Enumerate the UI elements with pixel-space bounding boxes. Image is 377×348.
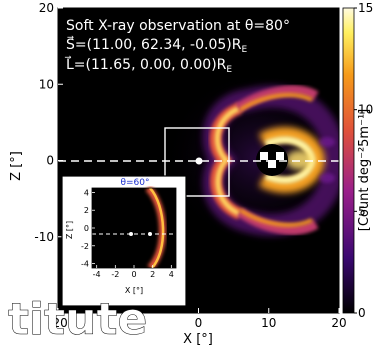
inset-x-ticks: -4 -2 0 2 4 [93,265,174,279]
colorbar-tick-label: 5 [358,204,366,218]
inset-y-ticks: 4 2 0 -2 -4 [81,188,95,269]
colorbar-tick-label: 10 [358,103,373,117]
inset-y-tick-label: 2 [84,206,89,215]
colorbar-tick-label: 0 [358,306,366,320]
heatmap-intensity [58,68,339,248]
inset-x-label: X [°] [125,286,143,295]
watermark-text: titute [8,294,147,345]
annotation-l-subscript: E [226,65,232,75]
lower-flank [237,207,319,235]
x-axis-ticks: -20 0 10 20 [48,308,347,330]
colorbar-tick-label: 15 [358,1,373,15]
y-axis-ticks: 20 10 0 -10 [34,1,63,244]
inset-y-tick-label: 4 [84,188,89,197]
x-tick-label: 10 [261,316,276,330]
x-tick-label: 20 [331,316,346,330]
y-tick-label: -10 [34,230,54,244]
inset-y-tick-label: -2 [81,242,89,251]
inset-y-tick-label: 0 [84,224,89,233]
x-axis-label: X [°] [183,332,213,347]
inset-marker-center [129,232,133,236]
inset-x-tick-label: -4 [93,270,101,279]
observation-box [164,127,230,197]
inset-x-tick-label: 0 [131,270,136,279]
y-tick-label: 0 [46,154,54,168]
colorbar-ticks: 15 10 5 0 [354,1,373,320]
annotation-l: L⃗=(11.65, 0.00, 0.00)RE [65,55,233,75]
colorbar-label: [Count deg⁻²5m⁻¹] [357,109,372,231]
colorbar [342,7,355,314]
inset-marker-right [148,232,152,236]
inset-y-tick-label: -4 [81,260,89,269]
x-tick-label: 0 [195,316,203,330]
inset-y-label: Z [°] [65,221,74,239]
annotation-s: S⃗=(11.00, 62.34, -0.05)RE [66,35,247,55]
y-tick-label: 20 [39,1,54,15]
earth-checker [260,152,284,168]
y-tick-label: 10 [39,77,54,91]
upper-flank [235,85,319,113]
annotation-s-subscript: E [241,45,247,55]
inset-x-tick-label: 2 [150,270,155,279]
inset-panel: θ=60° 4 2 0 -2 -4 -4 -2 0 2 4 Z [°] X [°] [61,175,187,307]
chart-title: Soft X-ray observation at θ=80° [66,18,290,34]
inset-x-tick-label: 4 [169,270,174,279]
center-marker [195,157,203,165]
y-axis-label: Z [°] [9,151,24,181]
cusp-region [258,127,326,193]
inset-title: θ=60° [121,178,150,188]
inset-x-tick-label: -2 [111,270,119,279]
x-tick-label: -20 [48,316,68,330]
